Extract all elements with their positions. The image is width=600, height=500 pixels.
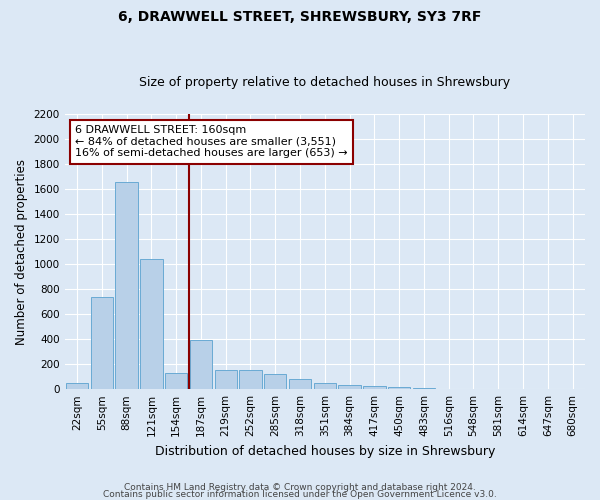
Bar bbox=[190, 340, 212, 389]
Bar bbox=[413, 388, 435, 389]
Bar bbox=[264, 374, 286, 389]
Text: 6, DRAWWELL STREET, SHREWSBURY, SY3 7RF: 6, DRAWWELL STREET, SHREWSBURY, SY3 7RF bbox=[118, 10, 482, 24]
Bar bbox=[338, 385, 361, 389]
Bar bbox=[66, 383, 88, 389]
Bar bbox=[115, 182, 138, 389]
Bar bbox=[165, 373, 187, 389]
Title: Size of property relative to detached houses in Shrewsbury: Size of property relative to detached ho… bbox=[139, 76, 511, 90]
Bar bbox=[239, 370, 262, 389]
Bar bbox=[388, 386, 410, 389]
Bar bbox=[91, 296, 113, 389]
Bar bbox=[363, 386, 386, 389]
Bar bbox=[215, 370, 237, 389]
Text: Contains HM Land Registry data © Crown copyright and database right 2024.: Contains HM Land Registry data © Crown c… bbox=[124, 484, 476, 492]
Text: 6 DRAWWELL STREET: 160sqm
← 84% of detached houses are smaller (3,551)
16% of se: 6 DRAWWELL STREET: 160sqm ← 84% of detac… bbox=[75, 126, 347, 158]
Text: Contains public sector information licensed under the Open Government Licence v3: Contains public sector information licen… bbox=[103, 490, 497, 499]
Bar bbox=[140, 259, 163, 389]
X-axis label: Distribution of detached houses by size in Shrewsbury: Distribution of detached houses by size … bbox=[155, 444, 495, 458]
Bar bbox=[437, 388, 460, 389]
Bar bbox=[289, 379, 311, 389]
Y-axis label: Number of detached properties: Number of detached properties bbox=[15, 158, 28, 344]
Bar bbox=[314, 383, 336, 389]
